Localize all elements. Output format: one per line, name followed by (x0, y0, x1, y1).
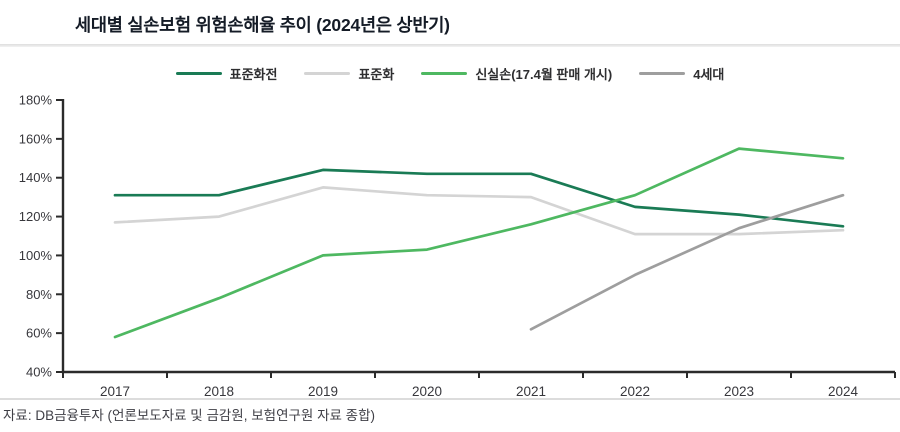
x-tick-label: 2021 (516, 384, 546, 399)
y-tick-label: 40% (26, 365, 52, 380)
legend-line-swatch (639, 71, 686, 75)
footer-divider (0, 398, 900, 400)
x-tick-label: 2024 (828, 384, 859, 399)
legend-item-0: 표준화전 (175, 64, 278, 83)
series-line-2 (113, 147, 845, 339)
legend-label: 4세대 (693, 66, 725, 82)
x-tick-label: 2019 (308, 384, 338, 399)
series-line-3 (529, 193, 845, 331)
chart-title: 세대별 실손보험 위험손해율 추이 (2024년은 상반기) (75, 15, 450, 35)
x-tick-label: 2018 (204, 384, 234, 399)
y-tick-label: 80% (26, 287, 52, 302)
x-tick-label: 2023 (724, 384, 754, 399)
x-tick-label: 2017 (100, 384, 130, 399)
axis-lines (61, 99, 895, 374)
legend-item-3: 4세대 (639, 64, 724, 83)
y-tick-label: 60% (26, 326, 52, 341)
legend: 표준화전 표준화 신실손(17.4월 판매 개시) 4세대 (0, 62, 900, 84)
y-tick-label: 140% (19, 170, 53, 185)
legend-line-swatch (304, 71, 351, 75)
source-note: 자료: DB금융투자 (언론보도자료 및 금감원, 보험연구원 자료 종합) (3, 408, 376, 423)
x-tick-label: 2022 (620, 384, 650, 399)
title-divider (0, 44, 900, 47)
legend-label: 표준화 (358, 66, 395, 82)
y-tick-label: 100% (19, 248, 53, 263)
series-line-0 (113, 168, 845, 228)
y-tick-label: 180% (19, 93, 53, 108)
legend-line-swatch (175, 71, 222, 75)
y-tick-label: 160% (19, 131, 53, 146)
x-tick-label: 2020 (412, 384, 442, 399)
legend-line-swatch (421, 71, 468, 75)
y-tick-label: 120% (19, 209, 53, 224)
line-chart: 40% 60% 80% 100% 120% 140% 160% 180% 2017 2018 201… (19, 93, 896, 399)
legend-item-1: 표준화 (304, 64, 394, 83)
legend-label: 표준화전 (229, 66, 278, 82)
legend-item-2: 신실손(17.4월 판매 개시) (421, 64, 612, 83)
legend-label: 신실손(17.4월 판매 개시) (475, 66, 613, 82)
series-line-1 (113, 186, 845, 236)
